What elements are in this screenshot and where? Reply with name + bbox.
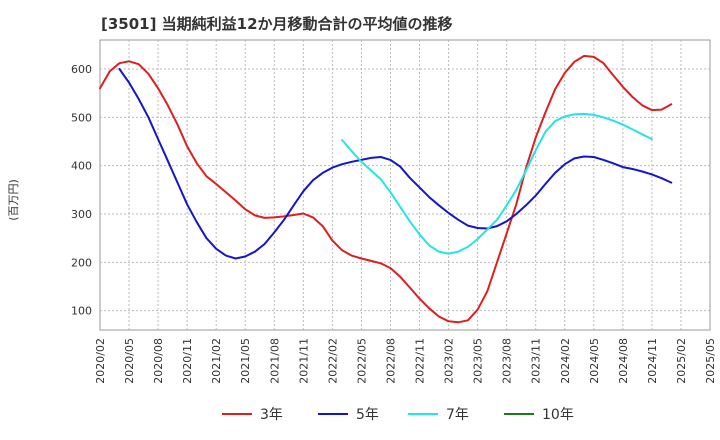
legend: 3年 5年 7年 10年: [222, 407, 574, 423]
x-tick-label: 2020/11: [181, 338, 194, 384]
x-tick-label: 2023/11: [530, 338, 543, 384]
x-tick-label: 2022/02: [326, 338, 339, 384]
x-tick-label: 2025/02: [675, 338, 688, 384]
x-tick-label: 2021/05: [239, 338, 252, 384]
x-tick-label: 2020/08: [152, 338, 165, 384]
x-tick-label: 2022/08: [384, 338, 397, 384]
y-tick-label: 300: [71, 208, 92, 221]
x-tick-label: 2024/05: [588, 338, 601, 384]
x-tick-labels: 2020/02 2020/05 2020/08 2020/11 2021/02 2021/…: [94, 338, 717, 384]
x-tick-label: 2020/05: [123, 338, 136, 384]
y-tick-label: 600: [71, 63, 92, 76]
y-tick-label: 500: [71, 111, 92, 124]
legend-label-3: 7年: [446, 407, 469, 423]
y-tick-label: 200: [71, 256, 92, 269]
x-tick-label: 2025/05: [704, 338, 717, 384]
series-line-1: [99, 54, 673, 324]
x-tick-label: 2021/02: [210, 338, 223, 384]
series-lines: [99, 54, 673, 324]
legend-label-2: 5年: [356, 407, 379, 423]
x-tick-label: 2022/11: [414, 338, 427, 384]
series-line-2: [118, 68, 673, 260]
x-tick-label: 2024/02: [559, 338, 572, 384]
plot-area: [99, 39, 711, 331]
y-tick-labels: 100 200 300 400 500 600: [71, 63, 92, 318]
x-tick-label: 2023/08: [501, 338, 514, 384]
legend-label-4: 10年: [542, 407, 574, 423]
x-tick-label: 2021/08: [268, 338, 281, 384]
x-tick-label: 2023/05: [472, 338, 485, 384]
y-axis-label: (百万円): [7, 179, 20, 221]
x-tick-label: 2021/11: [297, 338, 310, 384]
x-tick-label: 2022/05: [355, 338, 368, 384]
chart-title: [3501] 当期純利益12か月移動合計の平均値の推移: [101, 15, 453, 33]
x-tick-label: 2020/02: [94, 338, 107, 384]
x-tick-label: 2023/02: [443, 338, 456, 384]
legend-label-1: 3年: [260, 407, 283, 423]
x-tick-label: 2024/08: [617, 338, 630, 384]
y-tick-label: 400: [71, 160, 92, 173]
x-tick-label: 2024/11: [646, 338, 659, 384]
series-line-3: [341, 112, 653, 255]
y-tick-label: 100: [71, 305, 92, 318]
